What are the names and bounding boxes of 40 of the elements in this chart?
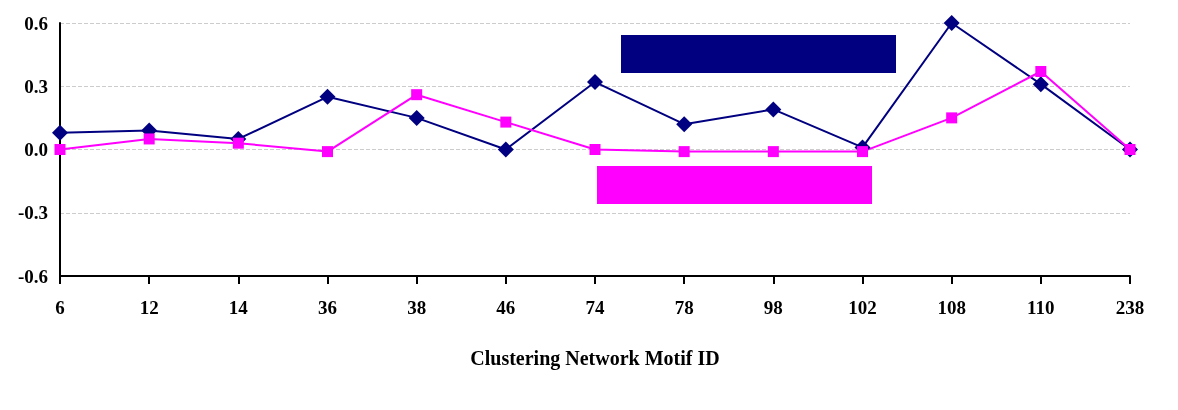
- point: [765, 101, 782, 118]
- point: [1032, 76, 1049, 93]
- point: [1035, 65, 1047, 77]
- x-tick-label: 36: [318, 297, 337, 318]
- point: [589, 144, 601, 155]
- point: [497, 141, 514, 158]
- x-tick-label: 12: [139, 297, 159, 318]
- point: [676, 116, 693, 133]
- x-tick-label: 110: [1027, 297, 1055, 318]
- x-tick-label: 78: [674, 297, 694, 318]
- y-tick-label: 0.0: [24, 139, 48, 160]
- x-tick-label: 14: [228, 297, 249, 318]
- point: [500, 116, 512, 128]
- point: [946, 112, 958, 124]
- point: [52, 124, 68, 141]
- y-tick-label: -0.3: [17, 202, 48, 224]
- point: [411, 89, 423, 101]
- x-tick-label: 102: [848, 297, 877, 318]
- x-tick-label: 108: [937, 297, 966, 318]
- y-tick-label: -0.6: [17, 265, 48, 287]
- point: [587, 74, 603, 91]
- x-tick-label: 46: [496, 297, 516, 318]
- x-axis-title: Clustering Network Motif ID: [470, 347, 720, 370]
- point: [857, 146, 868, 158]
- y-tick-label: 0.3: [24, 75, 48, 97]
- x-tick-label: 74: [585, 297, 605, 318]
- point: [408, 109, 425, 126]
- point: [943, 15, 960, 31]
- point: [319, 88, 336, 105]
- x-tick-label: 98: [763, 297, 783, 318]
- x-tick-label: 238: [1115, 297, 1145, 318]
- point: [54, 144, 66, 155]
- y-tick-label: 0.6: [24, 12, 48, 34]
- point: [767, 146, 779, 158]
- point: [322, 146, 333, 158]
- x-tick-label: 38: [407, 297, 427, 318]
- x-tick-label: 6: [55, 297, 65, 318]
- point: [678, 146, 690, 158]
- point: [143, 133, 155, 145]
- point: [232, 137, 244, 149]
